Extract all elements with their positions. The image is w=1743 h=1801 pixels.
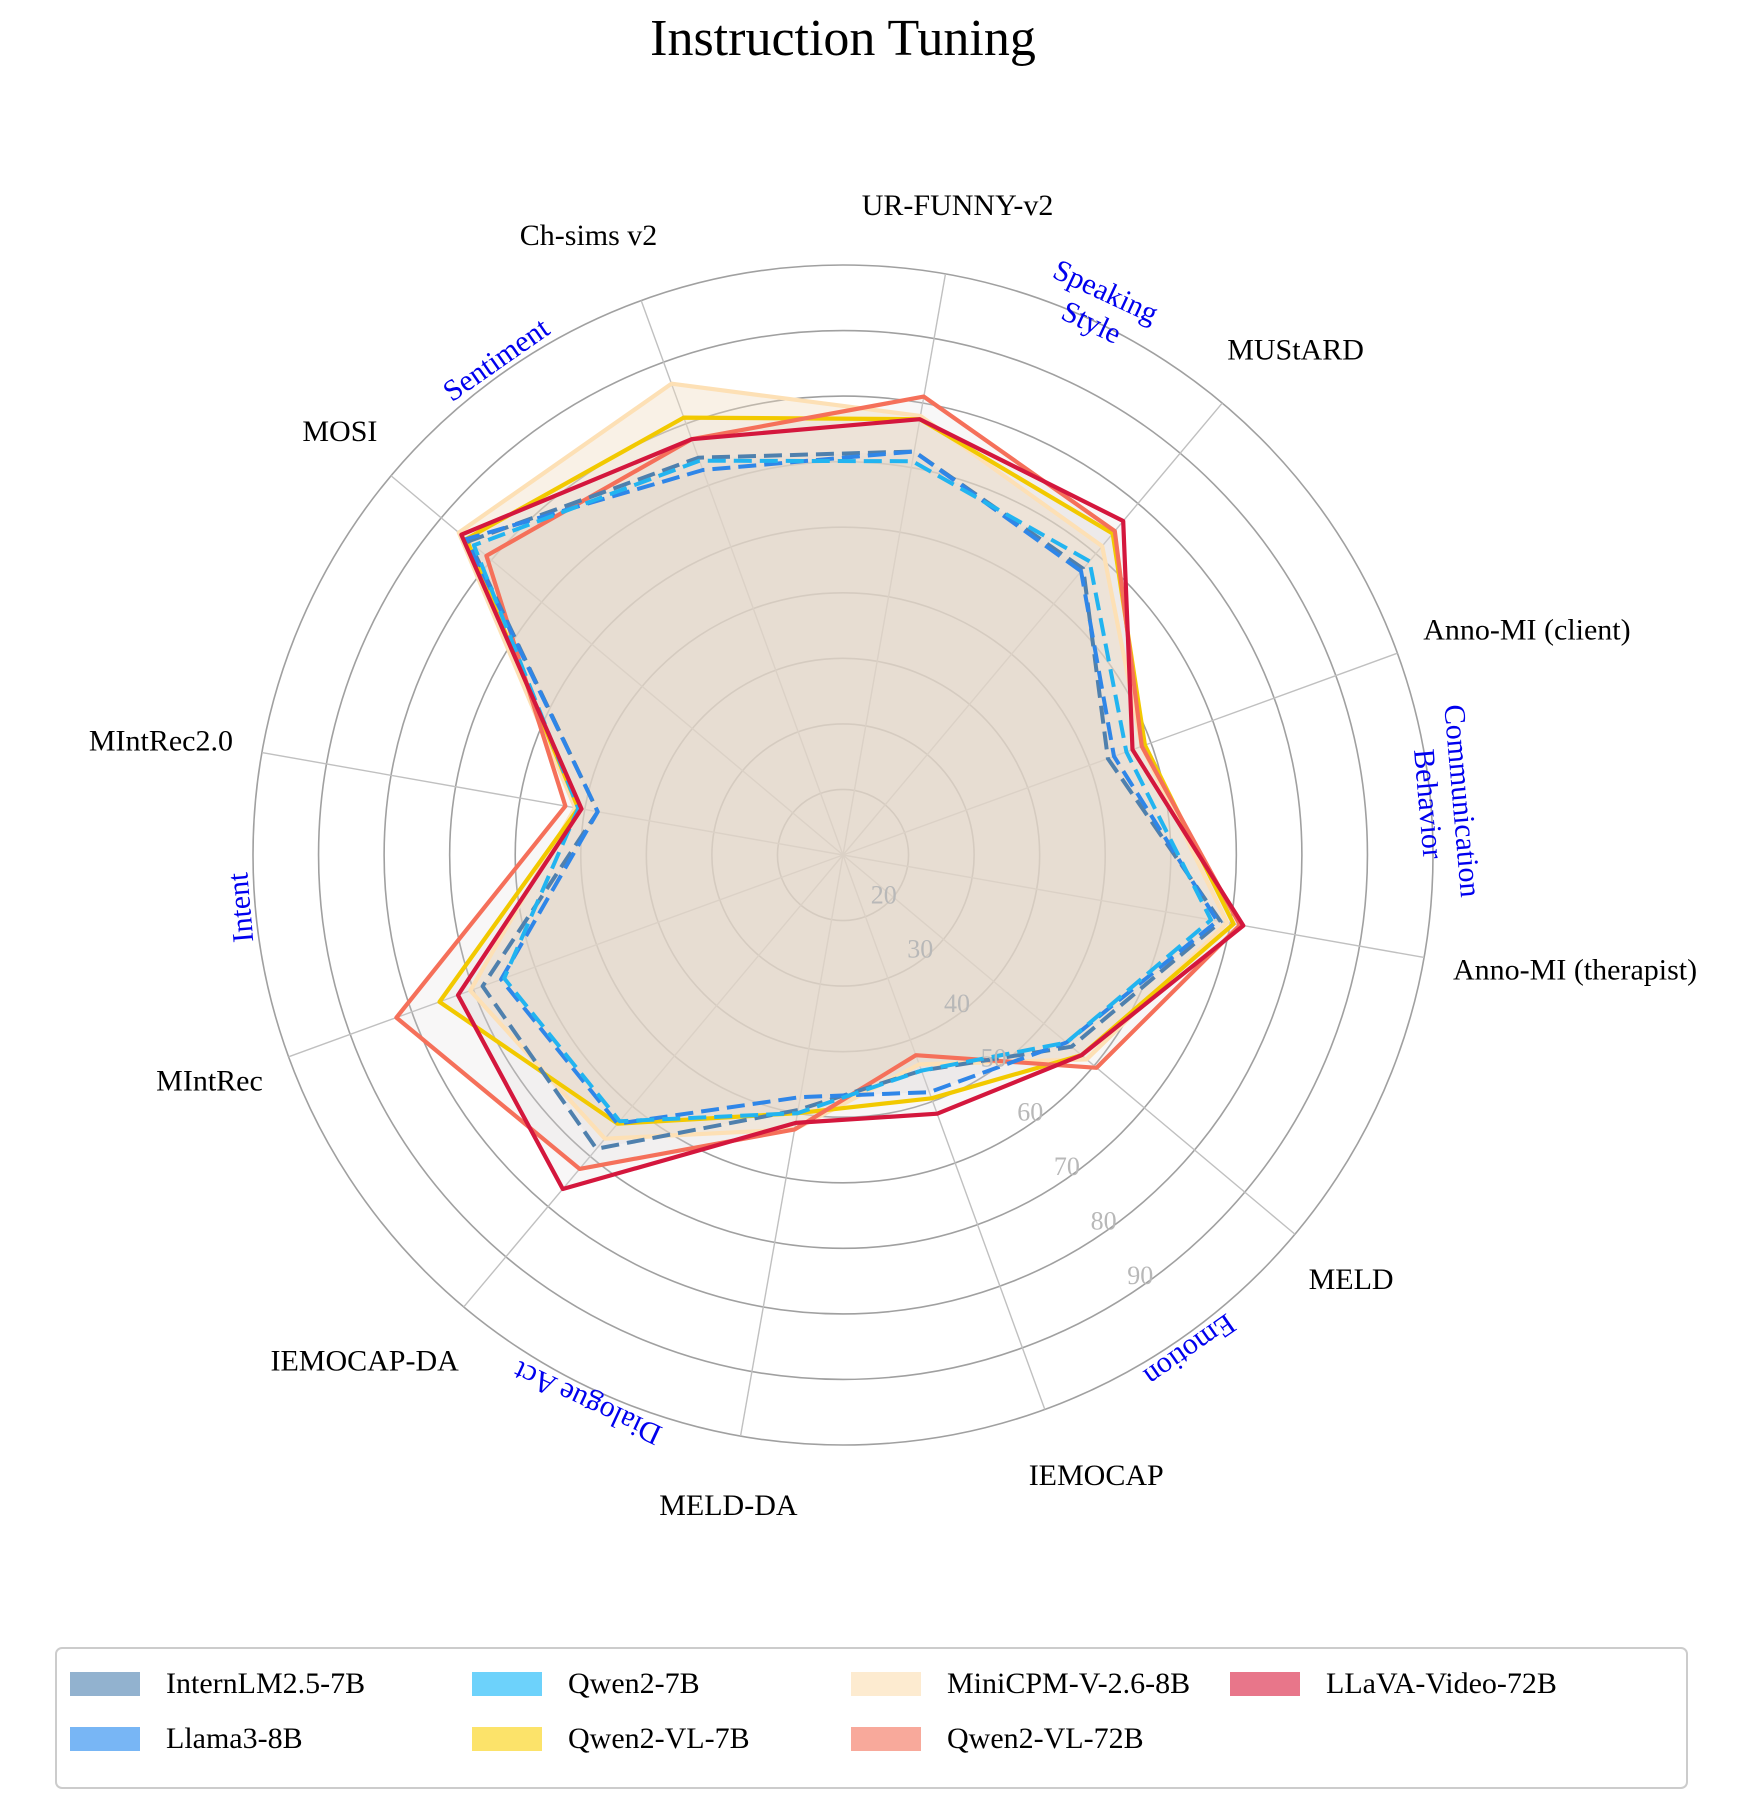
legend-label: Qwen2-7B (568, 1667, 700, 1700)
group-label-line: Dialogue Act (508, 1354, 667, 1451)
radial-tick-labels: 20 30 40 50 60 70 80 90 (871, 880, 1154, 1290)
series-line-InternLM2.5-7B (466, 449, 1223, 1151)
grid-circle (645, 657, 1041, 1053)
axis-label: IEMOCAP (1029, 1459, 1164, 1492)
axis-spoke (640, 300, 844, 856)
axis-spoke (842, 854, 1425, 959)
grid-circle (711, 723, 975, 987)
legend-label: Qwen2-VL-7B (568, 1722, 750, 1755)
legend-swatch (1230, 1672, 1300, 1696)
legend-label: Llama3-8B (166, 1722, 303, 1755)
axis-label: MUStARD (1227, 333, 1364, 366)
legend-swatch (851, 1727, 921, 1751)
series-highlight-fill-MiniCPM-V-2.6-8B (458, 383, 1228, 1139)
axis-spoke (261, 751, 844, 856)
group-label-line: Sentiment (437, 311, 556, 408)
legend-swatch (851, 1672, 921, 1696)
axis-spoke (842, 402, 1223, 856)
group-label: Intent (221, 871, 260, 944)
axis-label: MOSI (302, 415, 377, 448)
axis-spoke (842, 854, 1296, 1235)
group-label: Emotion (1138, 1307, 1242, 1393)
series-area-Qwen2-VL-7B (439, 417, 1234, 1124)
axis-spoke (288, 854, 844, 1058)
grid-circle (514, 526, 1172, 1184)
axis-spoke (842, 652, 1398, 856)
axis-spoke (842, 854, 1046, 1410)
series-area-Qwen2-VL-72B (396, 396, 1240, 1169)
series-line-MiniCPM-V-2.6-8B (456, 381, 1230, 1141)
tick-label: 90 (1127, 1261, 1153, 1290)
tick-label: 60 (1017, 1098, 1043, 1127)
axis-spoke (842, 273, 947, 856)
legend-label: MiniCPM-V-2.6-8B (947, 1667, 1190, 1700)
axis-label: UR-FUNNY-v2 (862, 189, 1054, 222)
tick-label: 70 (1054, 1152, 1080, 1181)
legend-label: InternLM2.5-7B (166, 1667, 365, 1700)
legend-label: LLaVA-Video-72B (1326, 1667, 1557, 1700)
legend-label: Qwen2-VL-72B (947, 1722, 1144, 1755)
radar-grid (252, 264, 1434, 1446)
series-line-Qwen2-7B (471, 458, 1213, 1124)
grid-circle (579, 591, 1107, 1119)
axis-label: Anno-MI (client) (1423, 613, 1630, 646)
tick-label: 30 (907, 935, 933, 964)
group-label: Sentiment (437, 311, 556, 408)
series-area-MiniCPM-V-2.6-8B (458, 383, 1228, 1139)
series-area-Llama3-8B (466, 451, 1218, 1124)
legend: InternLM2.5-7B Llama3-8B Qwen2-7B Qwen2-VL-… (55, 1647, 1688, 1789)
group-label-line: Intent (221, 871, 260, 944)
series-line-Llama3-8B (464, 449, 1220, 1126)
series-area-InternLM2.5-7B (468, 451, 1221, 1149)
series-area-LLaVA-Video-72B (458, 419, 1244, 1189)
axis-spoke (739, 854, 844, 1437)
group-label-line: Emotion (1138, 1307, 1242, 1393)
legend-swatch (472, 1727, 542, 1751)
tick-label: 80 (1091, 1206, 1117, 1235)
grid-circle (317, 329, 1369, 1381)
series-line-LLaVA-Video-72B (455, 417, 1246, 1192)
tick-label: 20 (871, 880, 897, 909)
legend-swatch (70, 1672, 140, 1696)
tick-label: 40 (944, 989, 970, 1018)
axis-label: MELD (1309, 1263, 1394, 1296)
legend-swatch (70, 1727, 140, 1751)
group-label: Dialogue Act (508, 1354, 667, 1451)
axis-label: MIntRec (156, 1065, 263, 1098)
grid-circle (776, 788, 910, 922)
tick-label: 50 (981, 1043, 1007, 1072)
series-area-Qwen2-7B (473, 460, 1211, 1122)
axis-label: Ch-sims v2 (520, 219, 658, 252)
axis-label: MELD-DA (659, 1489, 798, 1522)
grid-circle (383, 395, 1303, 1315)
legend-swatch (472, 1672, 542, 1696)
series-fill-layer (396, 383, 1244, 1189)
axis-label: MIntRec2.0 (89, 724, 233, 757)
axis-label: IEMOCAP-DA (270, 1345, 459, 1378)
axis-spoke (463, 854, 844, 1308)
series-line-Qwen2-VL-7B (437, 415, 1236, 1126)
axis-label: Anno-MI (therapist) (1453, 954, 1697, 987)
series-layer (394, 381, 1246, 1192)
chart-title: Instruction Tuning (650, 10, 1036, 67)
grid-circle (252, 264, 1434, 1446)
